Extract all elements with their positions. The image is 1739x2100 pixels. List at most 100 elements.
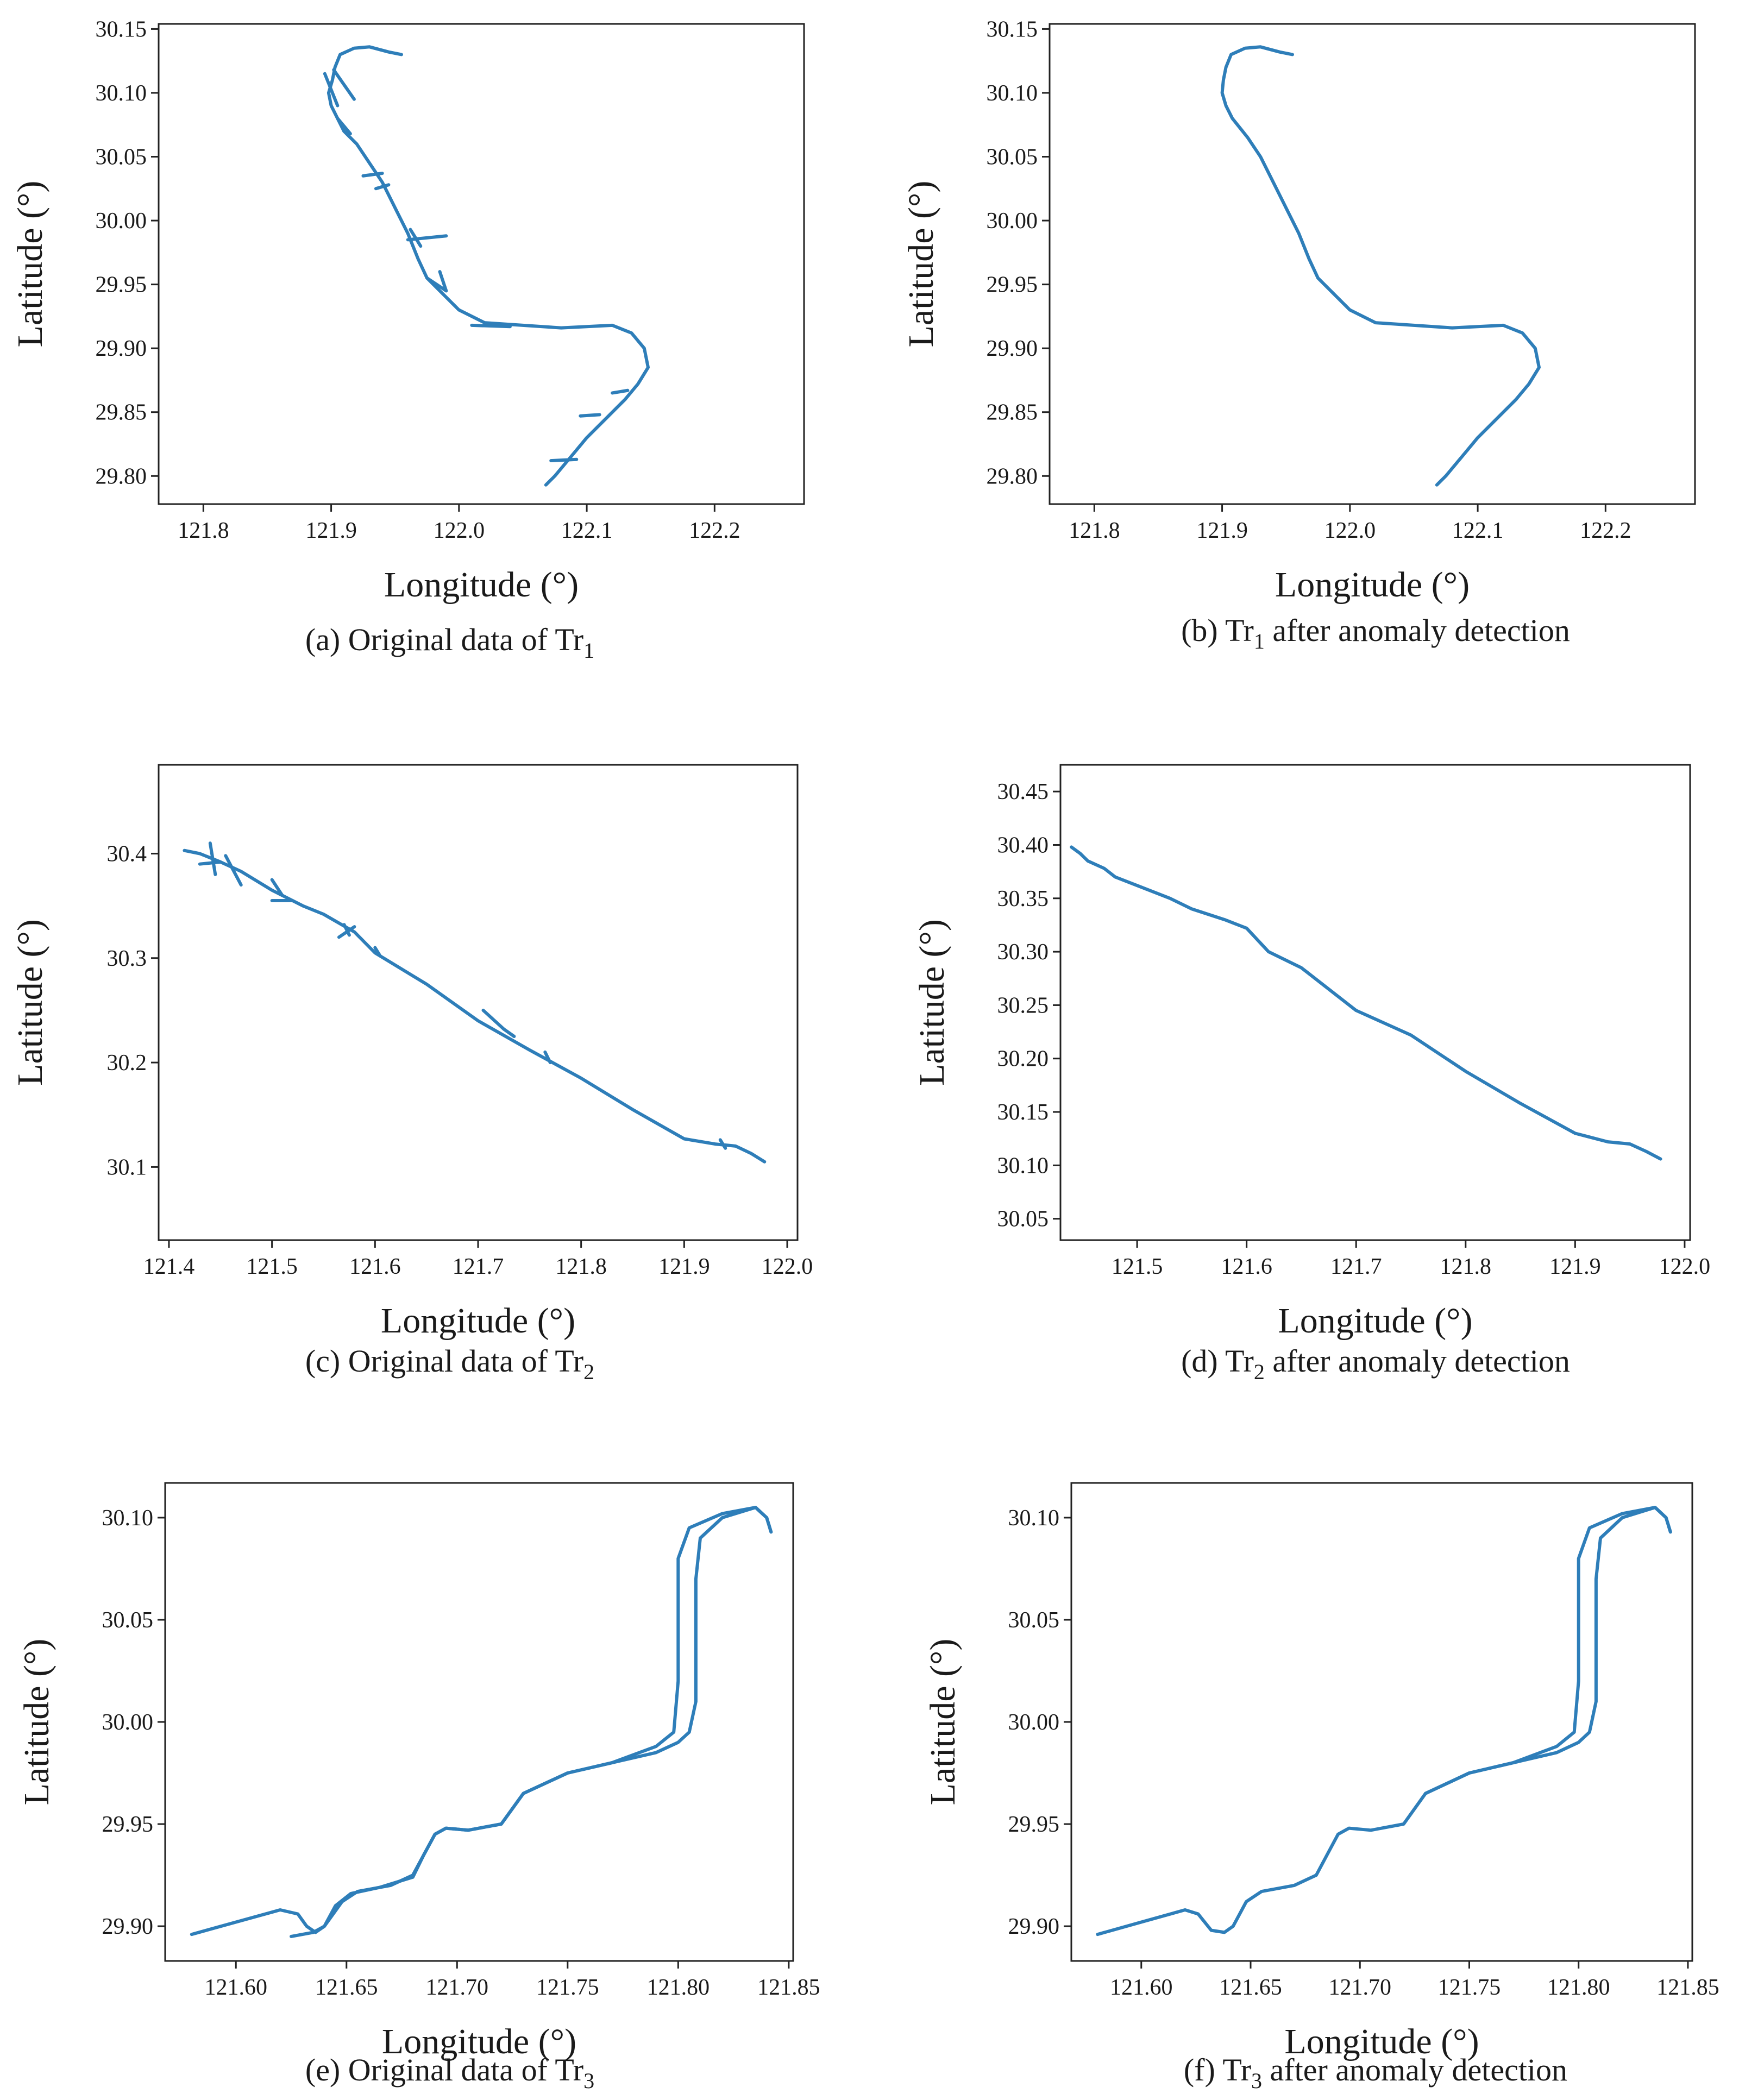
outlier-spike [425,276,448,293]
y-tick-label: 29.90 [96,336,147,361]
caption-main: (f) Tr [1184,2052,1251,2088]
panel-caption: (f) Tr3 after anomaly detection [1184,2052,1567,2093]
x-tick-label: 121.80 [1547,1975,1610,2000]
trajectory-line [1096,1506,1672,1936]
x-tick-label: 121.7 [453,1254,504,1279]
panel-caption: (b) Tr1 after anomaly detection [1181,613,1570,653]
x-tick-label: 121.80 [647,1975,710,2000]
y-tick-label: 30.3 [107,946,147,971]
y-tick-label: 29.90 [1008,1914,1060,1939]
panel-caption: (a) Original data of Tr1 [305,622,594,663]
caption-rest: after anomaly detection [1262,2052,1567,2088]
y-tick-label: 30.05 [997,1207,1049,1232]
y-tick-label: 29.80 [96,464,147,489]
x-tick-label: 121.8 [178,518,229,543]
y-tick-label: 30.1 [107,1155,147,1180]
outlier-spike [224,854,243,887]
outlier-spike [198,860,222,866]
y-axis-label: Latitude (°) [10,181,50,348]
x-tick-label: 122.0 [434,518,485,543]
x-tick-label: 121.9 [1549,1254,1601,1279]
x-tick-label: 121.9 [1196,518,1248,543]
outlier-spike [374,183,391,191]
panel-c: 121.4 121.5 121.6 121.7 121.8 121.9 122.0 30.1 3… [10,764,813,1384]
caption-main: (c) Original data of Tr [305,1343,583,1379]
x-axis-label: Longitude (°) [382,2022,576,2061]
y-tick-label: 30.00 [96,209,147,234]
outlier-spike [438,270,448,293]
y-tick-label: 30.45 [997,779,1049,804]
plot-frame [158,23,805,505]
plot-frame [1059,764,1691,1241]
panel-caption: (c) Original data of Tr2 [305,1343,594,1384]
outlier-spike [342,923,351,937]
x-tick-label: 121.6 [349,1254,401,1279]
outlier-spike [323,72,340,108]
x-tick-label: 121.6 [1221,1254,1272,1279]
x-tick-label: 121.65 [1219,1975,1282,2000]
x-tick-label: 121.9 [305,518,357,543]
y-tick-label: 30.00 [1008,1710,1060,1735]
y-tick-label: 30.05 [987,145,1038,170]
caption-main: (a) Original data of Tr [305,622,583,657]
x-tick-label: 122.1 [561,518,613,543]
caption-subscript: 1 [1254,629,1265,653]
panel-e: 121.60 121.65 121.70 121.75 121.80 121.85 29.9… [17,1482,820,2093]
caption-subscript: 3 [1251,2068,1262,2093]
y-axis-label: Latitude (°) [923,1639,963,1806]
y-tick-label: 30.30 [997,940,1049,965]
y-tick-label: 30.10 [987,81,1038,106]
y-tick-label: 30.4 [107,841,147,866]
outlier-spike [208,841,217,876]
x-axis-label: Longitude (°) [381,1301,575,1341]
y-tick-label: 29.95 [987,273,1038,298]
y-tick-label: 30.05 [1008,1608,1060,1633]
x-tick-label: 121.8 [555,1254,607,1279]
outlier-spike [336,116,352,136]
x-tick-label: 121.4 [143,1254,195,1279]
y-tick-label: 30.25 [997,993,1049,1018]
x-tick-label: 121.5 [1112,1254,1163,1279]
caption-main: (e) Original data of Tr [305,2052,583,2088]
outlier-spike [543,1050,552,1065]
trajectory-line [183,848,767,1164]
plot-frame [1049,23,1696,505]
x-tick-label: 122.0 [1659,1254,1711,1279]
trajectory-line [327,45,650,487]
outlier-spike [361,172,384,178]
outlier-spike [270,878,284,897]
y-tick-label: 29.90 [102,1914,154,1939]
y-tick-label: 29.95 [96,273,147,298]
y-tick-label: 30.20 [997,1047,1049,1072]
caption-rest: after anomaly detection [1265,1343,1570,1379]
outlier-spike [409,228,423,248]
y-tick-label: 30.00 [987,209,1038,234]
y-tick-label: 30.10 [96,81,147,106]
x-axis-label: Longitude (°) [1278,1301,1472,1341]
x-tick-label: 121.9 [658,1254,710,1279]
caption-subscript: 2 [1254,1360,1265,1384]
y-tick-label: 30.35 [997,886,1049,911]
outlier-spike [470,323,512,329]
y-tick-label: 30.2 [107,1051,147,1076]
trajectory-line [190,1506,773,1936]
x-tick-label: 121.60 [1110,1975,1173,2000]
x-tick-label: 121.75 [1438,1975,1501,2000]
y-tick-label: 30.15 [96,17,147,42]
x-tick-label: 122.0 [1324,518,1376,543]
outlier-spike [718,1138,727,1150]
x-axis-label: Longitude (°) [1275,565,1470,605]
x-tick-label: 121.75 [536,1975,599,2000]
caption-main: (d) Tr [1181,1343,1254,1379]
y-tick-label: 30.15 [987,17,1038,42]
x-tick-label: 121.70 [426,1975,489,2000]
y-tick-label: 30.05 [96,145,147,170]
x-axis-label: Longitude (°) [1284,2022,1479,2061]
x-tick-label: 122.2 [689,518,740,543]
panel-b: 121.8 121.9 122.0 122.1 122.2 29.80 29.85 29.90… [901,17,1696,653]
panel-a: 121.8 121.9 122.0 122.1 122.2 29.80 29.85 29.90… [10,17,805,663]
x-tick-label: 121.5 [246,1254,298,1279]
trajectory-line [1220,45,1541,487]
panel-caption: (d) Tr2 after anomaly detection [1181,1343,1570,1384]
